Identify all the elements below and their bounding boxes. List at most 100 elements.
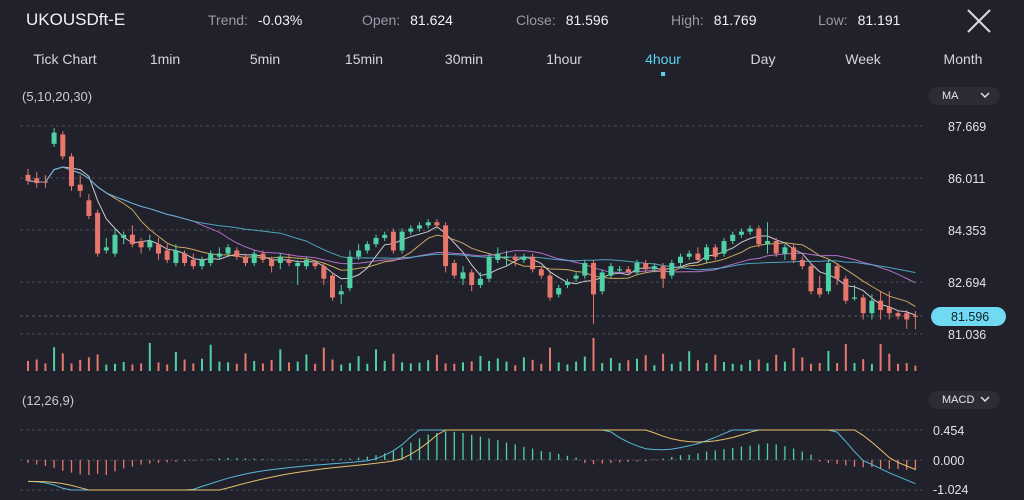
candle <box>51 128 57 147</box>
candle-body <box>182 253 188 264</box>
candle-body <box>512 256 518 260</box>
close-label: Close: <box>516 12 556 28</box>
close-stat: Close: 81.596 <box>516 12 609 28</box>
macd-series <box>27 429 917 491</box>
candle-body <box>199 259 205 267</box>
ma-indicator-dropdown[interactable]: MA <box>928 87 1000 105</box>
current-price-value: 81.596 <box>951 310 989 324</box>
tab-1hour[interactable]: 1hour <box>546 51 582 67</box>
open-value: 81.624 <box>410 12 453 28</box>
candle <box>712 244 718 260</box>
volume-bar <box>905 363 908 371</box>
candle <box>356 244 362 260</box>
macd-axis-label: -1.024 <box>933 483 968 497</box>
candle <box>765 222 770 254</box>
volume-bar <box>566 364 569 371</box>
volume-bar <box>870 363 873 371</box>
volume-bar <box>279 349 282 371</box>
candle-body <box>530 256 536 270</box>
tab-30min[interactable]: 30min <box>444 51 484 67</box>
candle-body <box>686 253 692 257</box>
candle <box>147 234 153 251</box>
candle <box>277 253 283 270</box>
candle-body <box>260 253 266 260</box>
volume-bar <box>453 363 456 371</box>
macd-indicator-dropdown[interactable]: MACD <box>928 391 1000 409</box>
volume-bar <box>888 353 891 371</box>
moving-average-lines <box>27 166 916 316</box>
candle <box>591 259 596 324</box>
candle-body <box>382 234 388 238</box>
volume-bar <box>766 363 769 371</box>
candle-body <box>878 300 884 311</box>
close-icon <box>967 9 991 33</box>
volume-bar <box>879 344 882 371</box>
volume-bar <box>314 363 317 371</box>
candle <box>669 259 675 279</box>
candle-body <box>521 256 527 260</box>
candle-body <box>591 263 596 295</box>
candle <box>504 250 509 267</box>
candle <box>730 231 736 245</box>
candle <box>42 175 48 188</box>
candle-body <box>669 263 675 276</box>
candle <box>173 244 179 267</box>
low-value: 81.191 <box>857 12 901 28</box>
candle <box>738 228 744 238</box>
close-button[interactable] <box>962 4 996 38</box>
ma-dropdown-value: MA <box>942 90 959 102</box>
volume-bar <box>296 361 299 371</box>
candle-body <box>660 266 666 279</box>
candle-body <box>295 263 301 267</box>
candle-body <box>704 247 710 260</box>
volume-bar <box>688 351 691 371</box>
tab-4hour[interactable]: 4hour <box>645 51 681 76</box>
candle <box>156 237 161 260</box>
tab-1min[interactable]: 1min <box>149 51 181 67</box>
volume-bar <box>609 358 612 371</box>
candle <box>251 250 257 267</box>
candle-body <box>60 134 66 157</box>
candle <box>321 263 327 285</box>
volume-bar <box>549 347 551 371</box>
volume-bar <box>783 361 786 371</box>
candle-body <box>364 244 370 251</box>
candle-body <box>469 272 475 285</box>
candle-body <box>103 247 109 251</box>
candle <box>530 253 536 273</box>
volume-bar <box>348 363 351 371</box>
candle <box>469 269 475 292</box>
candle <box>25 168 31 185</box>
candle <box>364 241 370 254</box>
price-axis-label: 81.036 <box>948 328 986 342</box>
tab-5min[interactable]: 5min <box>249 51 281 67</box>
volume-bar <box>705 363 708 371</box>
candle-body <box>843 278 849 301</box>
candle <box>852 284 857 301</box>
volume-bar <box>253 360 256 371</box>
candle <box>886 291 892 320</box>
candle <box>338 284 344 304</box>
tab-15min[interactable]: 15min <box>344 51 384 67</box>
price-axis: 87.669 86.011 84.353 82.694 81.036 <box>948 120 986 342</box>
candle <box>747 225 753 235</box>
volume-bar <box>522 357 525 371</box>
tab-week[interactable]: Week <box>845 51 881 67</box>
candle-body <box>912 315 918 317</box>
volume-bar <box>488 360 491 371</box>
candle-body <box>747 228 753 232</box>
candle-body <box>286 259 292 264</box>
tab-month[interactable]: Month <box>943 51 983 67</box>
volume-bar <box>505 361 508 371</box>
candle <box>695 247 701 264</box>
tab-tick-chart[interactable]: Tick Chart <box>33 51 97 67</box>
trend-stat: Trend: -0.03% <box>208 12 302 28</box>
volume-bar <box>462 362 464 371</box>
candle-body <box>34 178 40 184</box>
tab-day[interactable]: Day <box>750 51 776 67</box>
volume-bar <box>131 364 134 371</box>
candle <box>573 272 579 282</box>
volume-bar <box>140 363 143 371</box>
candle-body <box>25 174 31 181</box>
